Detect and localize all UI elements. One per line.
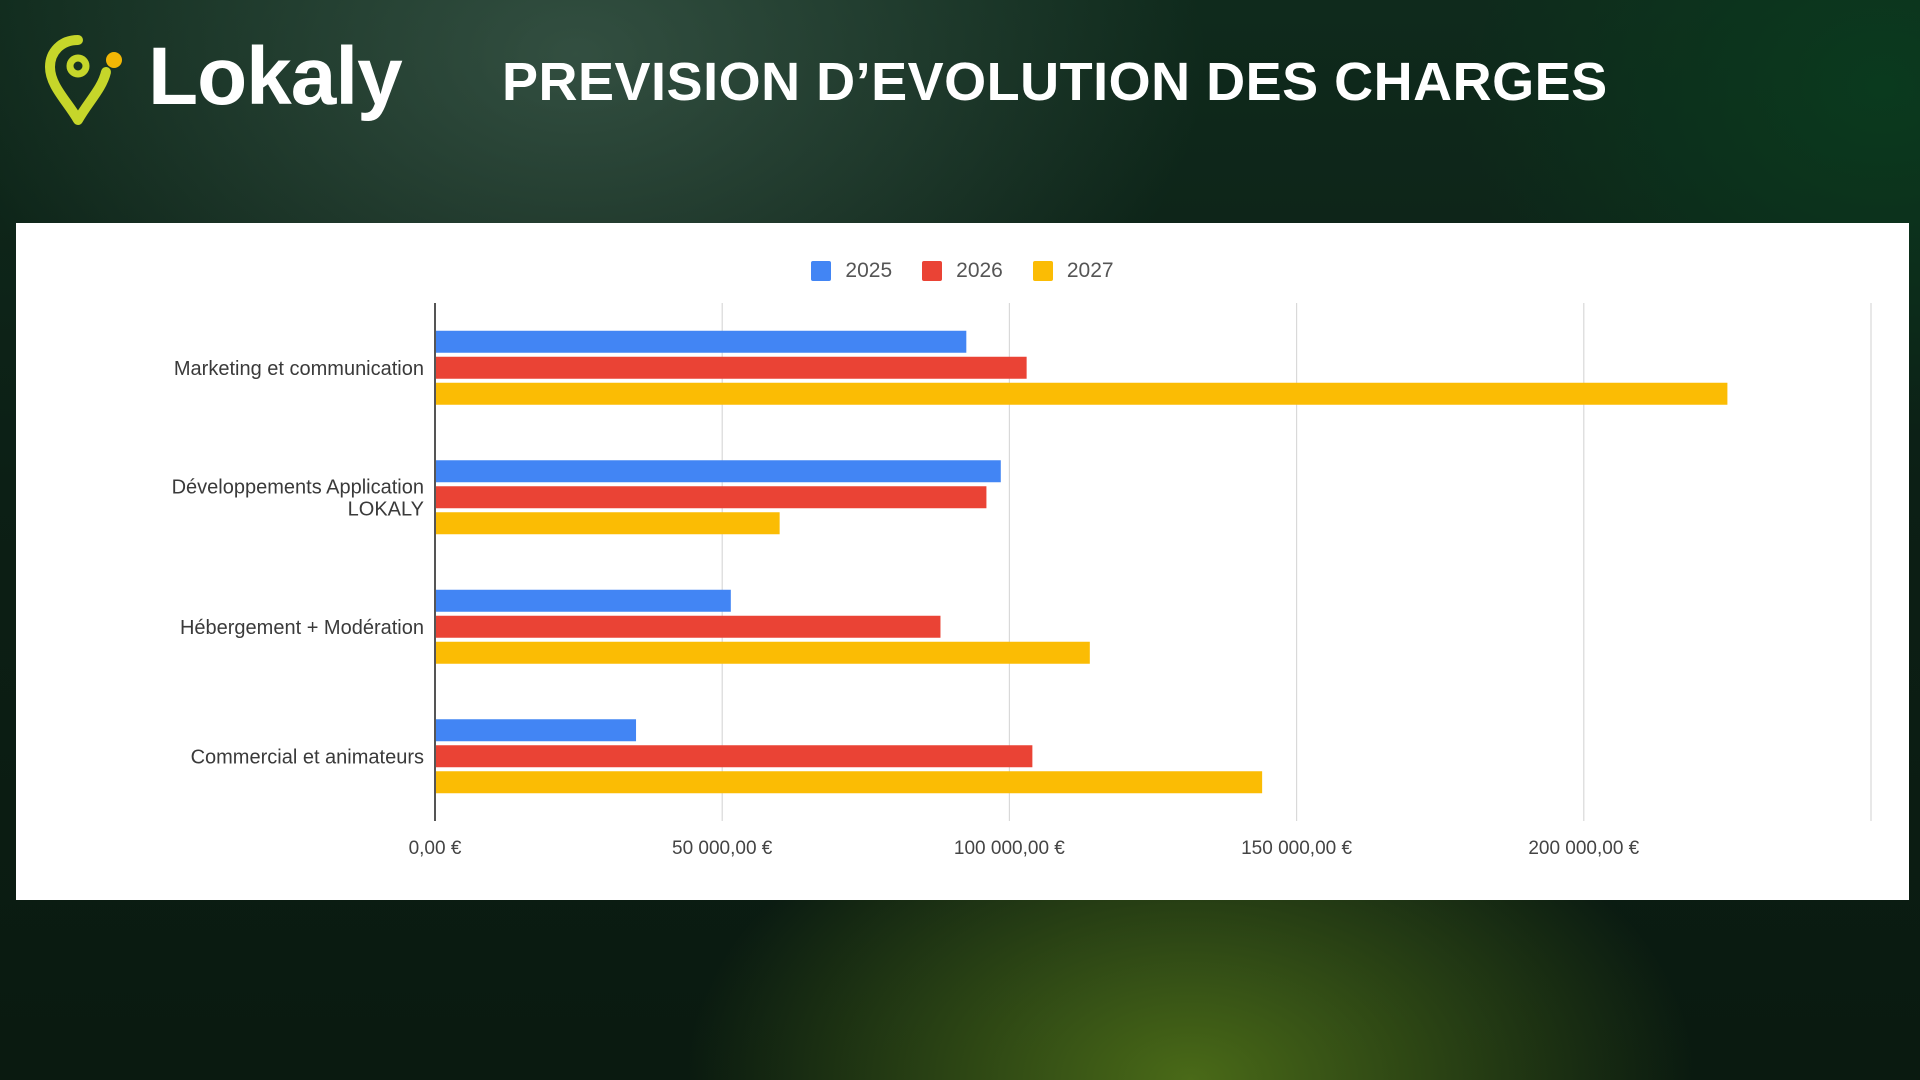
legend-swatch <box>1032 261 1053 281</box>
category-label: Hébergement + Modération <box>180 617 424 639</box>
x-tick-label: 0,00 € <box>409 838 462 859</box>
bar-2025-0 <box>435 330 967 353</box>
bar-2025-2 <box>435 589 731 612</box>
x-tick-label: 150 000,00 € <box>1241 838 1352 859</box>
legend-label: 2026 <box>956 259 1003 282</box>
bar-2025-3 <box>435 719 637 742</box>
legend-item-2027: 2027 <box>1032 259 1114 283</box>
brand-logo: Lokaly <box>44 31 403 128</box>
legend-item-2025: 2025 <box>811 259 892 283</box>
category-label: Développements Application <box>172 476 424 498</box>
x-tick-label: 200 000,00 € <box>1528 838 1639 859</box>
legend-item-2026: 2026 <box>922 259 1003 283</box>
chart-legend: 2025 2026 2027 <box>16 259 1909 283</box>
map-pin-icon <box>45 35 122 125</box>
chart-panel: 2025 2026 2027 Marketing et communication D… <box>16 223 1909 900</box>
category-label: LOKALY <box>348 498 424 520</box>
legend-swatch <box>922 261 943 281</box>
bar-2027-3 <box>435 771 1263 794</box>
bar-2025-1 <box>435 460 1001 483</box>
bar-2027-2 <box>435 641 1090 664</box>
bar-2026-2 <box>435 615 941 638</box>
category-label: Commercial et animateurs <box>191 746 424 768</box>
page-title: PREVISION D’EVOLUTION DES CHARGES <box>502 52 1608 112</box>
bar-2026-0 <box>435 356 1027 379</box>
brand-name: Lokaly <box>148 31 403 122</box>
bar-2027-0 <box>435 382 1728 405</box>
legend-label: 2027 <box>1066 259 1114 282</box>
x-tick-label: 50 000,00 € <box>672 838 773 859</box>
legend-swatch <box>811 261 832 281</box>
category-label: Marketing et communication <box>174 358 424 380</box>
bar-2026-1 <box>435 486 987 509</box>
bar-chart: Marketing et communication Développements… <box>172 303 1872 859</box>
legend-label: 2025 <box>845 259 893 282</box>
bar-2027-1 <box>435 512 780 535</box>
bar-2026-3 <box>435 745 1033 768</box>
x-tick-label: 100 000,00 € <box>954 838 1065 859</box>
